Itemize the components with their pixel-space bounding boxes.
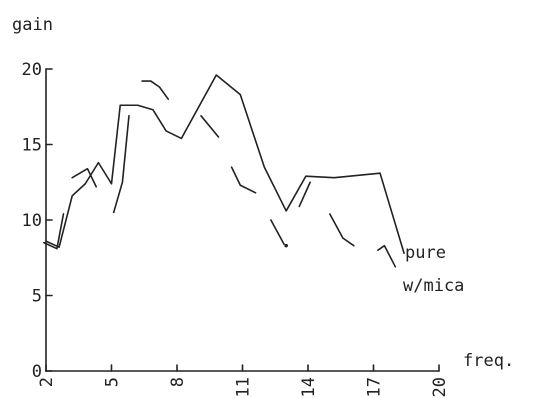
legend-label-pure: pure xyxy=(405,243,446,263)
x-tick-label: 17 xyxy=(365,377,385,397)
series-w-mica-segment xyxy=(230,166,257,194)
x-tick-label: 8 xyxy=(168,377,188,387)
series-w-mica-segment xyxy=(200,115,220,138)
series-w-mica-segment xyxy=(141,80,170,100)
y-tick-label: 5 xyxy=(32,287,42,307)
series-w-mica-segment xyxy=(270,219,285,245)
x-tick-label: 11 xyxy=(234,377,254,397)
x-tick-label: 14 xyxy=(299,377,319,397)
series-w-mica-segment xyxy=(377,244,397,268)
axis-ticks: 2 5 8 11 14 17 20 0 5 10 15 20 xyxy=(22,60,450,397)
y-tick-label: 20 xyxy=(22,60,42,80)
legend-label-w-mica: w/mica xyxy=(403,276,464,296)
legend: pure w/mica xyxy=(403,243,464,296)
x-tick-label: 5 xyxy=(103,377,123,387)
series-pure-line xyxy=(45,74,405,255)
x-tick-label: 2 xyxy=(37,377,57,387)
y-tick-label: 15 xyxy=(22,136,42,156)
series-w-mica-segment xyxy=(43,213,65,250)
series-w-mica-point xyxy=(284,243,288,248)
series-lines xyxy=(43,74,405,268)
series-w-mica-segment xyxy=(112,115,130,214)
y-tick-label: 0 xyxy=(32,362,42,382)
series-w-mica-segment xyxy=(71,167,98,188)
axes xyxy=(45,68,440,372)
y-tick-label: 10 xyxy=(22,211,42,231)
x-axis-label: freq. xyxy=(463,351,514,371)
y-axis-label: gain xyxy=(12,15,53,35)
series-w-mica-segment xyxy=(329,213,355,247)
x-tick-label: 20 xyxy=(430,377,450,397)
series-w-mica-segment xyxy=(298,181,311,208)
